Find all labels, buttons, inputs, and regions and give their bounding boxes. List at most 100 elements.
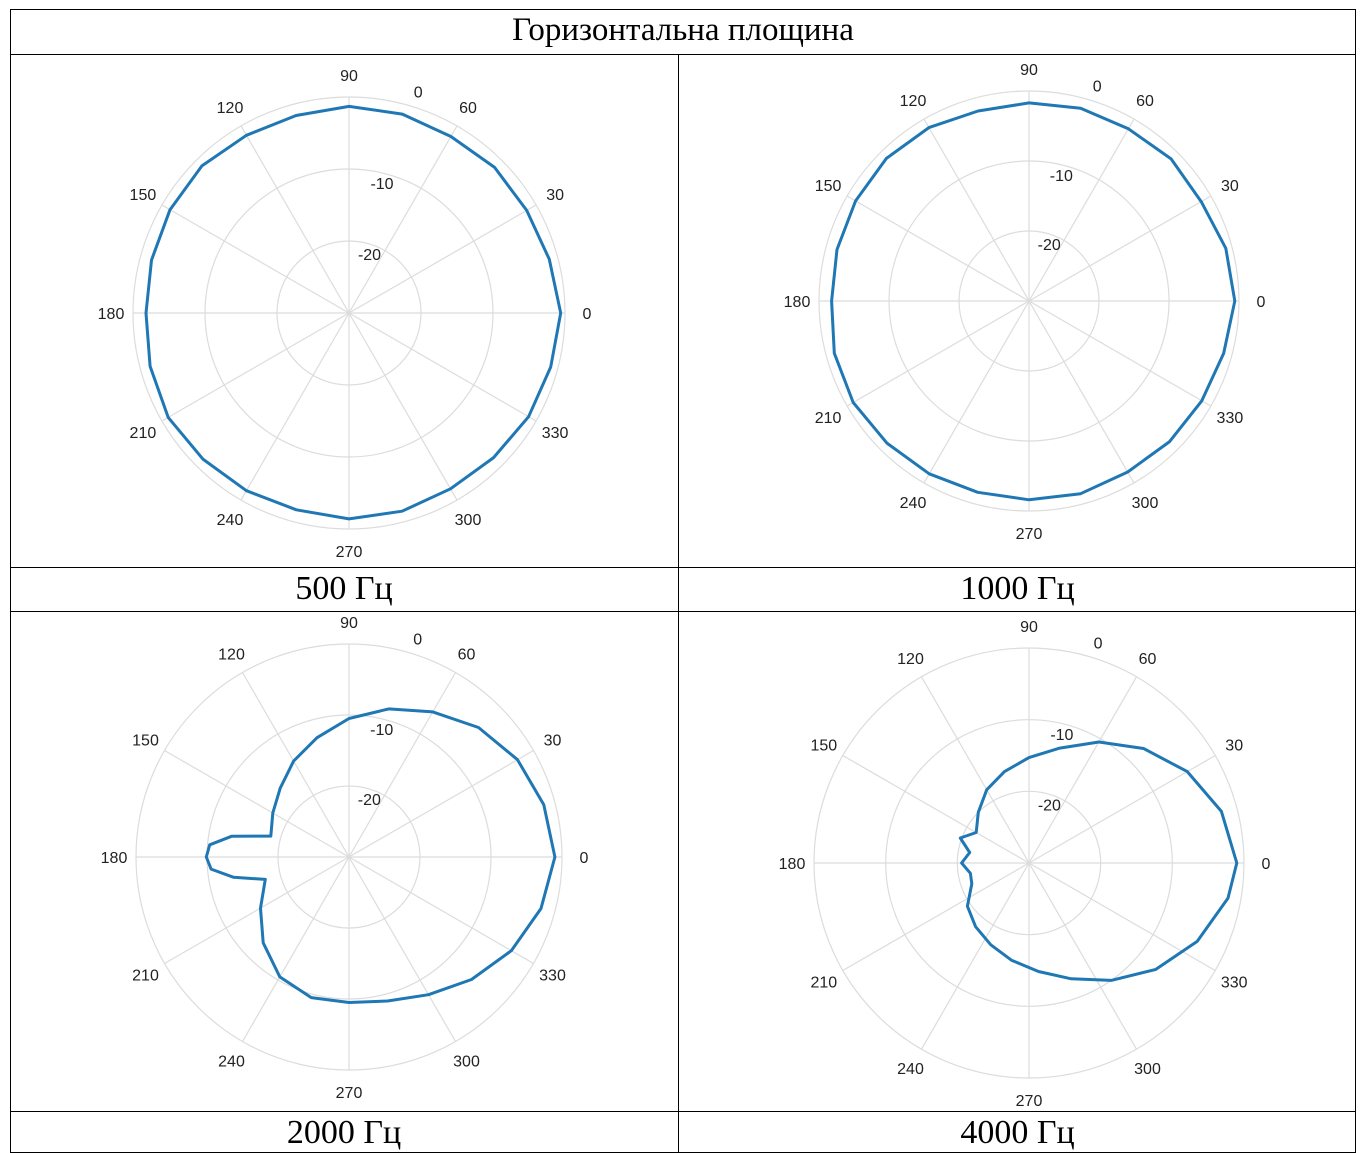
theta-tick-label: 330: [1217, 410, 1244, 427]
spoke-120: [920, 676, 1030, 864]
ring--20: [958, 230, 1100, 372]
rule-under-row1-captions: [10, 611, 1356, 612]
theta-tick-label: 210: [130, 425, 157, 442]
spoke-30: [348, 204, 537, 314]
theta-tick-label: 60: [1139, 651, 1157, 668]
spoke-330: [1028, 300, 1212, 407]
r-tick-label: -20: [358, 247, 381, 264]
theta-tick-label: 0: [1262, 856, 1271, 873]
spoke-30: [1028, 754, 1216, 864]
caption-500: 500 Гц: [295, 570, 393, 607]
spoke-210: [164, 856, 350, 965]
ring--20: [276, 240, 422, 386]
spoke-210: [846, 300, 1030, 407]
theta-tick-label: 60: [458, 647, 476, 664]
r-tick-label: 0: [414, 84, 423, 101]
r-tick-label: 0: [1093, 78, 1102, 95]
theta-tick-label: 150: [815, 178, 842, 195]
spoke-60: [1028, 676, 1138, 864]
theta-tick-label: 210: [815, 410, 842, 427]
theta-tick-label: 90: [1020, 619, 1038, 636]
spoke-330: [348, 856, 534, 965]
theta-tick-label: 0: [583, 306, 592, 323]
rule-above-row2-captions: [10, 1111, 1356, 1112]
theta-tick-label: 30: [544, 733, 562, 750]
theta-tick-label: 60: [459, 100, 477, 117]
theta-tick-label: 30: [546, 187, 564, 204]
spoke-60: [348, 672, 457, 858]
theta-tick-label: 240: [218, 1054, 245, 1071]
caption-4000: 4000 Гц: [960, 1114, 1075, 1151]
spoke-300: [1028, 300, 1135, 484]
table-title: Горизонтальна площина: [512, 12, 854, 48]
theta-tick-label: 180: [98, 306, 125, 323]
theta-tick-label: 180: [779, 856, 806, 873]
spoke-300: [348, 856, 457, 1042]
theta-tick-label: 240: [217, 512, 244, 529]
pattern-curve: [144, 104, 563, 521]
theta-tick-label: 270: [336, 1085, 363, 1102]
theta-tick-label: 120: [897, 651, 924, 668]
theta-tick-label: 330: [542, 425, 569, 442]
theta-tick-label: 270: [336, 544, 363, 561]
spoke-330: [1028, 862, 1216, 972]
theta-tick-label: 150: [130, 187, 157, 204]
theta-tick-label: 180: [784, 294, 811, 311]
pattern-curve: [958, 740, 1239, 982]
r-tick-label: -20: [358, 792, 381, 809]
spoke-150: [161, 204, 350, 314]
spoke-300: [348, 312, 458, 501]
spoke-120: [241, 672, 350, 858]
ring-0: [818, 90, 1240, 512]
pattern-curve: [204, 707, 557, 1004]
r-tick-label: -20: [1038, 797, 1061, 814]
spoke-150: [846, 195, 1030, 302]
theta-tick-label: 300: [455, 512, 482, 529]
theta-tick-label: 120: [900, 93, 927, 110]
theta-tick-label: 120: [218, 647, 245, 664]
r-tick-label: -10: [1050, 727, 1073, 744]
theta-tick-label: 30: [1221, 178, 1239, 195]
spoke-150: [164, 749, 350, 858]
spoke-210: [161, 312, 350, 422]
r-tick-label: -20: [1038, 237, 1061, 254]
theta-tick-label: 150: [810, 738, 837, 755]
spoke-240: [240, 312, 350, 501]
ring-0: [135, 643, 563, 1071]
spoke-30: [348, 749, 534, 858]
theta-tick-label: 300: [1132, 495, 1159, 512]
rule-under-title: [10, 54, 1356, 55]
ring-0: [132, 96, 566, 530]
spoke-120: [923, 118, 1030, 302]
theta-tick-label: 90: [340, 68, 358, 85]
spoke-240: [920, 862, 1030, 1050]
theta-tick-label: 150: [132, 733, 159, 750]
theta-tick-label: 270: [1016, 526, 1043, 543]
spoke-240: [241, 856, 350, 1042]
caption-2000: 2000 Гц: [286, 1114, 402, 1151]
theta-tick-label: 300: [1134, 1061, 1161, 1078]
theta-tick-label: 240: [900, 495, 927, 512]
theta-tick-label: 210: [810, 975, 837, 992]
spoke-300: [1028, 862, 1138, 1050]
spoke-210: [842, 862, 1030, 972]
theta-tick-label: 330: [539, 968, 566, 985]
r-tick-label: -10: [370, 722, 393, 739]
column-divider: [678, 54, 679, 1153]
spoke-30: [1028, 195, 1212, 302]
r-tick-label: -10: [370, 176, 393, 193]
theta-tick-label: 120: [217, 100, 244, 117]
theta-tick-label: 210: [132, 968, 159, 985]
spoke-120: [240, 125, 350, 314]
theta-tick-label: 90: [1020, 62, 1038, 79]
theta-tick-label: 0: [1257, 294, 1266, 311]
caption-1000: 1000 Гц: [960, 570, 1075, 607]
spoke-60: [1028, 118, 1135, 302]
ring-0: [813, 647, 1245, 1079]
r-tick-label: -10: [1050, 168, 1073, 185]
theta-tick-label: 330: [1221, 975, 1248, 992]
ring--10: [204, 168, 494, 458]
theta-tick-label: 270: [1016, 1093, 1043, 1110]
